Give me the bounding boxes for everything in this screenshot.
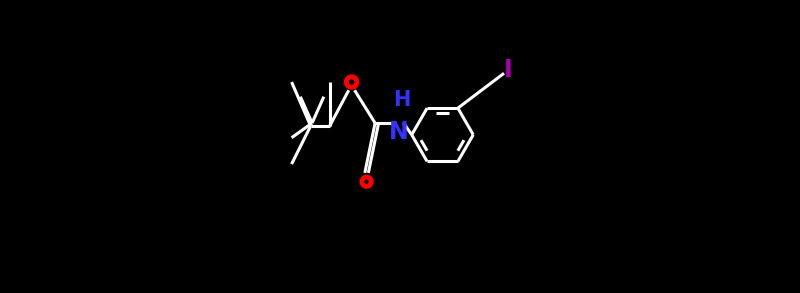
Text: I: I bbox=[504, 58, 513, 82]
Text: N: N bbox=[390, 120, 409, 144]
Text: H: H bbox=[393, 90, 410, 110]
